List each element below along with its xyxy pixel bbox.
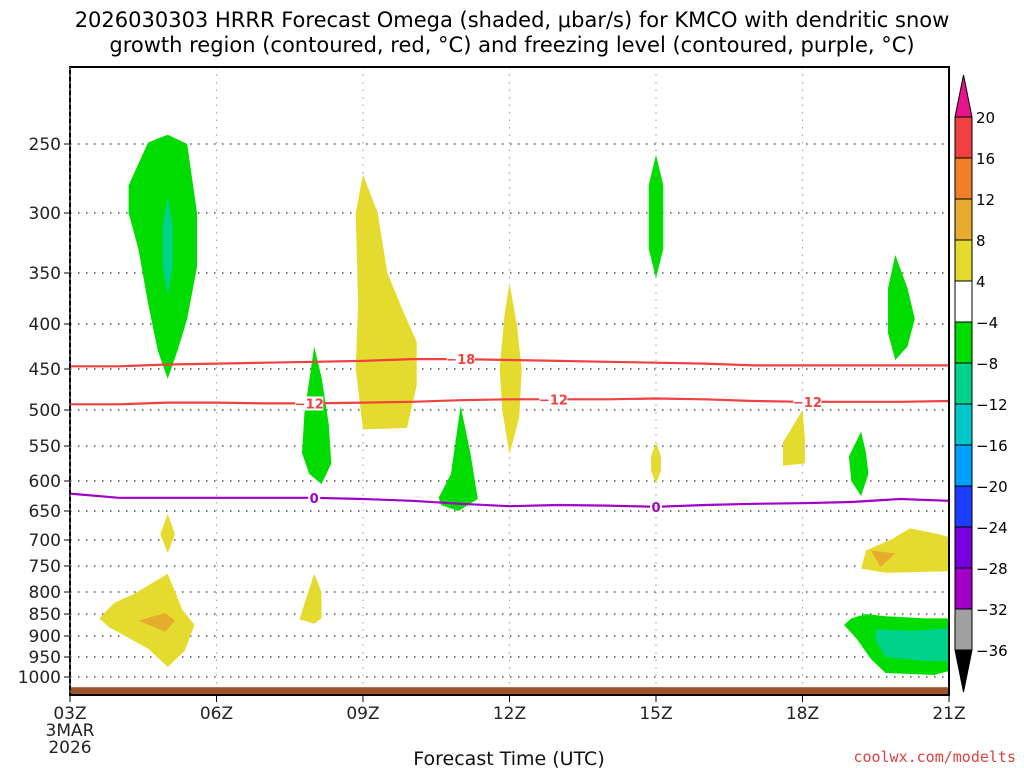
- omega-region-upward-11z: [438, 405, 478, 511]
- x-tick-label: 21Z: [932, 704, 965, 724]
- x-tick-label: 18Z: [786, 704, 819, 724]
- contour-label-bg: [539, 392, 568, 407]
- y-tick-label: 450: [29, 360, 61, 380]
- y-tick-label: 300: [29, 204, 61, 224]
- colorbar-bin: [954, 362, 973, 405]
- omega-region-sinking-04z-core: [138, 613, 175, 632]
- colorbar-bin: [954, 198, 973, 241]
- dgz-contour--18: [70, 358, 949, 368]
- colorbar-label: −12: [976, 396, 1008, 414]
- colorbar-label: −20: [976, 478, 1008, 496]
- colorbar-top-arrow: [954, 74, 973, 118]
- y-tick-label: 500: [29, 401, 61, 421]
- chart-title-line-2: growth region (contoured, red, °C) and f…: [109, 33, 914, 57]
- colorbar-label: −32: [976, 601, 1008, 619]
- colorbar-bin: [954, 280, 973, 323]
- omega-region-upward-16z-mid: [848, 431, 869, 496]
- colorbar-label: 16: [976, 150, 995, 168]
- contour-label-bg: [793, 394, 822, 409]
- colorbar-bottom-arrow: [954, 649, 973, 693]
- colorbar-label: −36: [976, 642, 1008, 660]
- dgz-contour-label: −18: [446, 353, 475, 368]
- colorbar-label: −24: [976, 519, 1008, 537]
- x-tick-label: 06Z: [200, 704, 233, 724]
- contour-lines: −18 −12 −12 −12 0 0: [69, 352, 950, 516]
- omega-region-upward-18z-low-core: [875, 622, 949, 661]
- omega-region-sinking-05z-lowmid: [160, 513, 175, 553]
- colorbar-label: −4: [976, 314, 998, 332]
- colorbar-bin: [954, 239, 973, 282]
- colorbar-label: −28: [976, 560, 1008, 578]
- freezing-contour-label: 0: [310, 492, 319, 507]
- omega-region-sinking-08z-low: [299, 573, 322, 624]
- colorbar-bin: [954, 403, 973, 446]
- omega-region-sinking-12z: [499, 283, 522, 455]
- y-tick-label: 700: [29, 531, 61, 551]
- colorbar-bin: [954, 116, 973, 159]
- y-tick-label: 650: [29, 502, 61, 522]
- colorbar-label: 4: [976, 273, 986, 291]
- x-tick-label: 03Z: [53, 704, 86, 724]
- y-tick-label: 1000: [18, 668, 61, 688]
- x-tick-label: 12Z: [493, 704, 526, 724]
- y-tick-label: 750: [29, 557, 61, 577]
- omega-region-upward-17z-upper: [888, 255, 915, 360]
- dgz-contour-label: −12: [793, 396, 822, 411]
- colorbar-bin: [954, 321, 973, 364]
- y-tick-label: 900: [29, 627, 61, 647]
- colorbar-label: 12: [976, 191, 995, 209]
- contour-label-bg: [446, 352, 475, 367]
- colorbar-label: 8: [976, 232, 986, 250]
- y-tick-label: 550: [29, 437, 61, 457]
- x-tick-label: 15Z: [639, 704, 672, 724]
- omega-region-upward-05z-core: [162, 196, 173, 296]
- omega-shaded-regions: [99, 134, 949, 675]
- dgz-contour-label: −12: [539, 393, 568, 408]
- omega-region-upward-08z: [302, 346, 332, 484]
- y-tick-label: 400: [29, 315, 61, 335]
- omega-region-sinking-17z-low: [861, 528, 949, 573]
- ground-strip: [70, 687, 949, 695]
- colorbar-bin: [954, 526, 973, 569]
- y-tick-label: 250: [29, 135, 61, 155]
- x-tick-label: 09Z: [346, 704, 379, 724]
- colorbar-label: 20: [976, 109, 995, 127]
- freezing-contour-label: 0: [651, 501, 660, 516]
- colorbar-label: −16: [976, 437, 1008, 455]
- contour-label-bg: [650, 499, 662, 514]
- omega-region-sinking-18z-mid: [783, 410, 805, 466]
- omega-region-sinking-09z-upper: [355, 174, 417, 430]
- y-tick-label: 600: [29, 472, 61, 492]
- x-tick-sublabel: 2026: [48, 738, 91, 758]
- y-axis-ticks: 2503003504004505005506006507007508008509…: [18, 67, 71, 695]
- y-tick-label: 800: [29, 583, 61, 603]
- y-tick-label: 850: [29, 605, 61, 625]
- chart-title-line-1: 2026030303 HRRR Forecast Omega (shaded, …: [75, 8, 950, 32]
- credit-link[interactable]: coolwx.com/modelts: [853, 748, 1016, 766]
- colorbar-label: −8: [976, 355, 998, 373]
- omega-region-sinking-15z-mid: [651, 442, 661, 484]
- omega-region-sinking-17z-core: [870, 550, 896, 567]
- colorbar-bin: [954, 567, 973, 610]
- dgz-contour-label: −12: [295, 397, 324, 412]
- colorbar-bin: [954, 444, 973, 487]
- x-tick-sublabel: 3MAR: [46, 721, 95, 741]
- colorbar: 20 16 12 8 4 −4 −8 −12 −16 −20 −24 −28 −32 −36: [954, 74, 1008, 693]
- contour-label-bg: [308, 490, 321, 505]
- omega-region-upward-15z-upper: [648, 155, 664, 279]
- colorbar-bin: [954, 157, 973, 200]
- colorbar-bin: [954, 608, 973, 651]
- contour-label-bg: [295, 396, 324, 411]
- x-axis-label: Forecast Time (UTC): [413, 748, 604, 768]
- y-tick-label: 350: [29, 264, 61, 284]
- freezing-contour-0: [69, 492, 950, 508]
- colorbar-bin: [954, 485, 973, 528]
- y-tick-label: 950: [29, 648, 61, 668]
